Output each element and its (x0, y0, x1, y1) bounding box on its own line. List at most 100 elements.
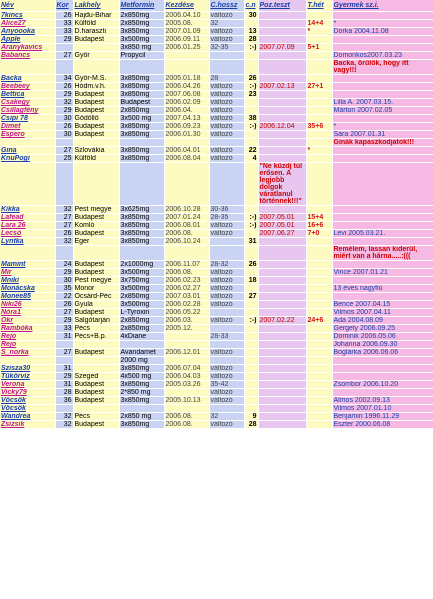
cell-metformin: 2x1000mg (119, 260, 165, 269)
cell-gyermek (332, 388, 433, 397)
cell-c-hossz: 28-33 (209, 332, 245, 341)
cell-lakhely: Budapest (73, 106, 120, 115)
cell-nev[interactable]: Babancs (0, 51, 56, 60)
cell-kor: 22 (55, 292, 74, 301)
cell-lakhely: Pécs+B.p. (73, 332, 120, 341)
header-t-het[interactable]: T.hét (306, 0, 333, 12)
cell-metformin: 2x850mg (119, 11, 165, 20)
cell-kezdese: 2006.02.09 (164, 98, 210, 107)
cell-c-hossz: 32 (209, 19, 245, 28)
cell-nev[interactable]: Monácska (0, 284, 56, 293)
cell-nev[interactable]: KnuPogi (0, 154, 56, 163)
cell-poz-teszt (258, 35, 307, 44)
header-poz-teszt[interactable]: Poz.teszt (258, 0, 307, 12)
cell-poz-teszt: 2007.06.27 (258, 229, 307, 238)
table-row: KnuPogi 25 Külföld 3x850mg 2006.08.04 változó… (0, 154, 433, 163)
cell-nev[interactable]: Backa (0, 74, 56, 83)
cell-nev[interactable]: Espero (0, 130, 56, 139)
cell-nev[interactable]: Tükörvíz (0, 372, 56, 381)
cell-kor (55, 43, 74, 52)
cell-nev[interactable]: Rejo (0, 340, 56, 349)
cell-nev[interactable]: Vöcsök (0, 396, 56, 405)
cell-nev[interactable]: Alice27 (0, 19, 56, 28)
cell-nev[interactable]: Vöcsök (0, 404, 56, 413)
cell-poz-teszt (258, 146, 307, 155)
cell-nev[interactable]: Szisza30 (0, 364, 56, 373)
cell-nev[interactable]: Csipi 78 (0, 114, 56, 123)
cell-nev (0, 245, 56, 261)
cell-gyermek (332, 74, 433, 83)
cell-nev[interactable]: Nóra1 (0, 308, 56, 317)
cell-nev[interactable]: Verona (0, 380, 56, 389)
cell-nev[interactable]: 7kincs (0, 11, 56, 20)
cell-nev[interactable]: Lara 26 (0, 221, 56, 230)
cell-nev[interactable]: Gina (0, 146, 56, 155)
cell-nev[interactable]: Anyoooka (0, 27, 56, 36)
header-lakhely[interactable]: Lakhely (73, 0, 120, 12)
header-kezdese[interactable]: Kezdése (164, 0, 210, 12)
cell-nev[interactable]: Csakegy (0, 98, 56, 107)
table-row: Csillagfény 29 Budapest 2x850mg 2006.04. vált… (0, 106, 433, 115)
cell-nev[interactable]: Monee85 (0, 292, 56, 301)
cell-c-hossz (209, 308, 245, 317)
cell-kezdese: 2006.10.24 (164, 237, 210, 246)
cell-kezdese: 2006.07.04 (164, 364, 210, 373)
cell-nev[interactable]: Beebeey (0, 82, 56, 91)
cell-c-n (244, 268, 259, 277)
cell-kezdese: 2006.10.28 (164, 205, 210, 214)
cell-nev[interactable]: Okr (0, 316, 56, 325)
cell-nev[interactable]: Rejo (0, 332, 56, 341)
cell-kor: 29 (55, 35, 74, 44)
cell-t-het (306, 74, 333, 83)
cell-kor: 31 (55, 380, 74, 389)
cell-nev[interactable]: Mamint (0, 260, 56, 269)
cell-c-n: 18 (244, 276, 259, 285)
cell-nev[interactable]: Mír (0, 268, 56, 277)
cell-lakhely (73, 356, 120, 365)
cell-kezdese (164, 404, 210, 413)
cell-nev[interactable]: Zsizsik (0, 420, 56, 429)
cell-nev[interactable]: Rambóka (0, 324, 56, 333)
cell-nev[interactable]: Dimet (0, 122, 56, 131)
cell-lakhely: Budapest (73, 388, 120, 397)
cell-kor: 34 (55, 74, 74, 83)
cell-gyermek (332, 205, 433, 214)
cell-nev[interactable]: S_norka (0, 348, 56, 357)
header-kor[interactable]: Kor (55, 0, 74, 12)
cell-poz-teszt (258, 138, 307, 147)
cell-nev[interactable]: Bettica (0, 90, 56, 99)
cell-kor: 30 (55, 114, 74, 123)
cell-poz-teszt (258, 340, 307, 349)
cell-kor: 29 (55, 316, 74, 325)
cell-c-n (244, 364, 259, 373)
cell-nev[interactable]: Kikka (0, 205, 56, 214)
cell-nev[interactable]: Niki26 (0, 300, 56, 309)
header-c-hossz[interactable]: C.hossz (209, 0, 245, 12)
cell-nev[interactable]: Lecsó (0, 229, 56, 238)
table-row: Apple 29 Budapest 3x500mg 2006.09.11 változó 2… (0, 35, 433, 44)
cell-t-het (306, 276, 333, 285)
cell-nev[interactable]: Wandrea (0, 412, 56, 421)
header-metformin[interactable]: Metformin (119, 0, 165, 12)
header-gyermek[interactable]: Gyermek sz.i. (332, 0, 433, 12)
cell-nev[interactable]: Mniki (0, 276, 56, 285)
header-nev[interactable]: Név (0, 0, 56, 12)
cell-lakhely (73, 364, 120, 373)
cell-poz-teszt (258, 364, 307, 373)
cell-nev[interactable]: Vicky79 (0, 388, 56, 397)
cell-c-hossz (209, 162, 245, 206)
cell-nev[interactable]: Apple (0, 35, 56, 44)
cell-c-n (244, 19, 259, 28)
cell-gyermek: Vince 2007.01.21 (332, 268, 433, 277)
cell-poz-teszt: 2006.12.04 (258, 122, 307, 131)
table-row: 2000 mg (0, 356, 433, 365)
header-c-n[interactable]: c.n (244, 0, 259, 12)
cell-nev[interactable]: Lyntka (0, 237, 56, 246)
cell-kezdese (164, 51, 210, 60)
cell-lakhely: Eger (73, 237, 120, 246)
cell-kor (55, 404, 74, 413)
cell-nev[interactable]: Lafead (0, 213, 56, 222)
cell-nev[interactable]: Aranykavics (0, 43, 56, 52)
cell-nev[interactable]: Csillagfény (0, 106, 56, 115)
cell-poz-teszt: 2007.05.01 (258, 213, 307, 222)
